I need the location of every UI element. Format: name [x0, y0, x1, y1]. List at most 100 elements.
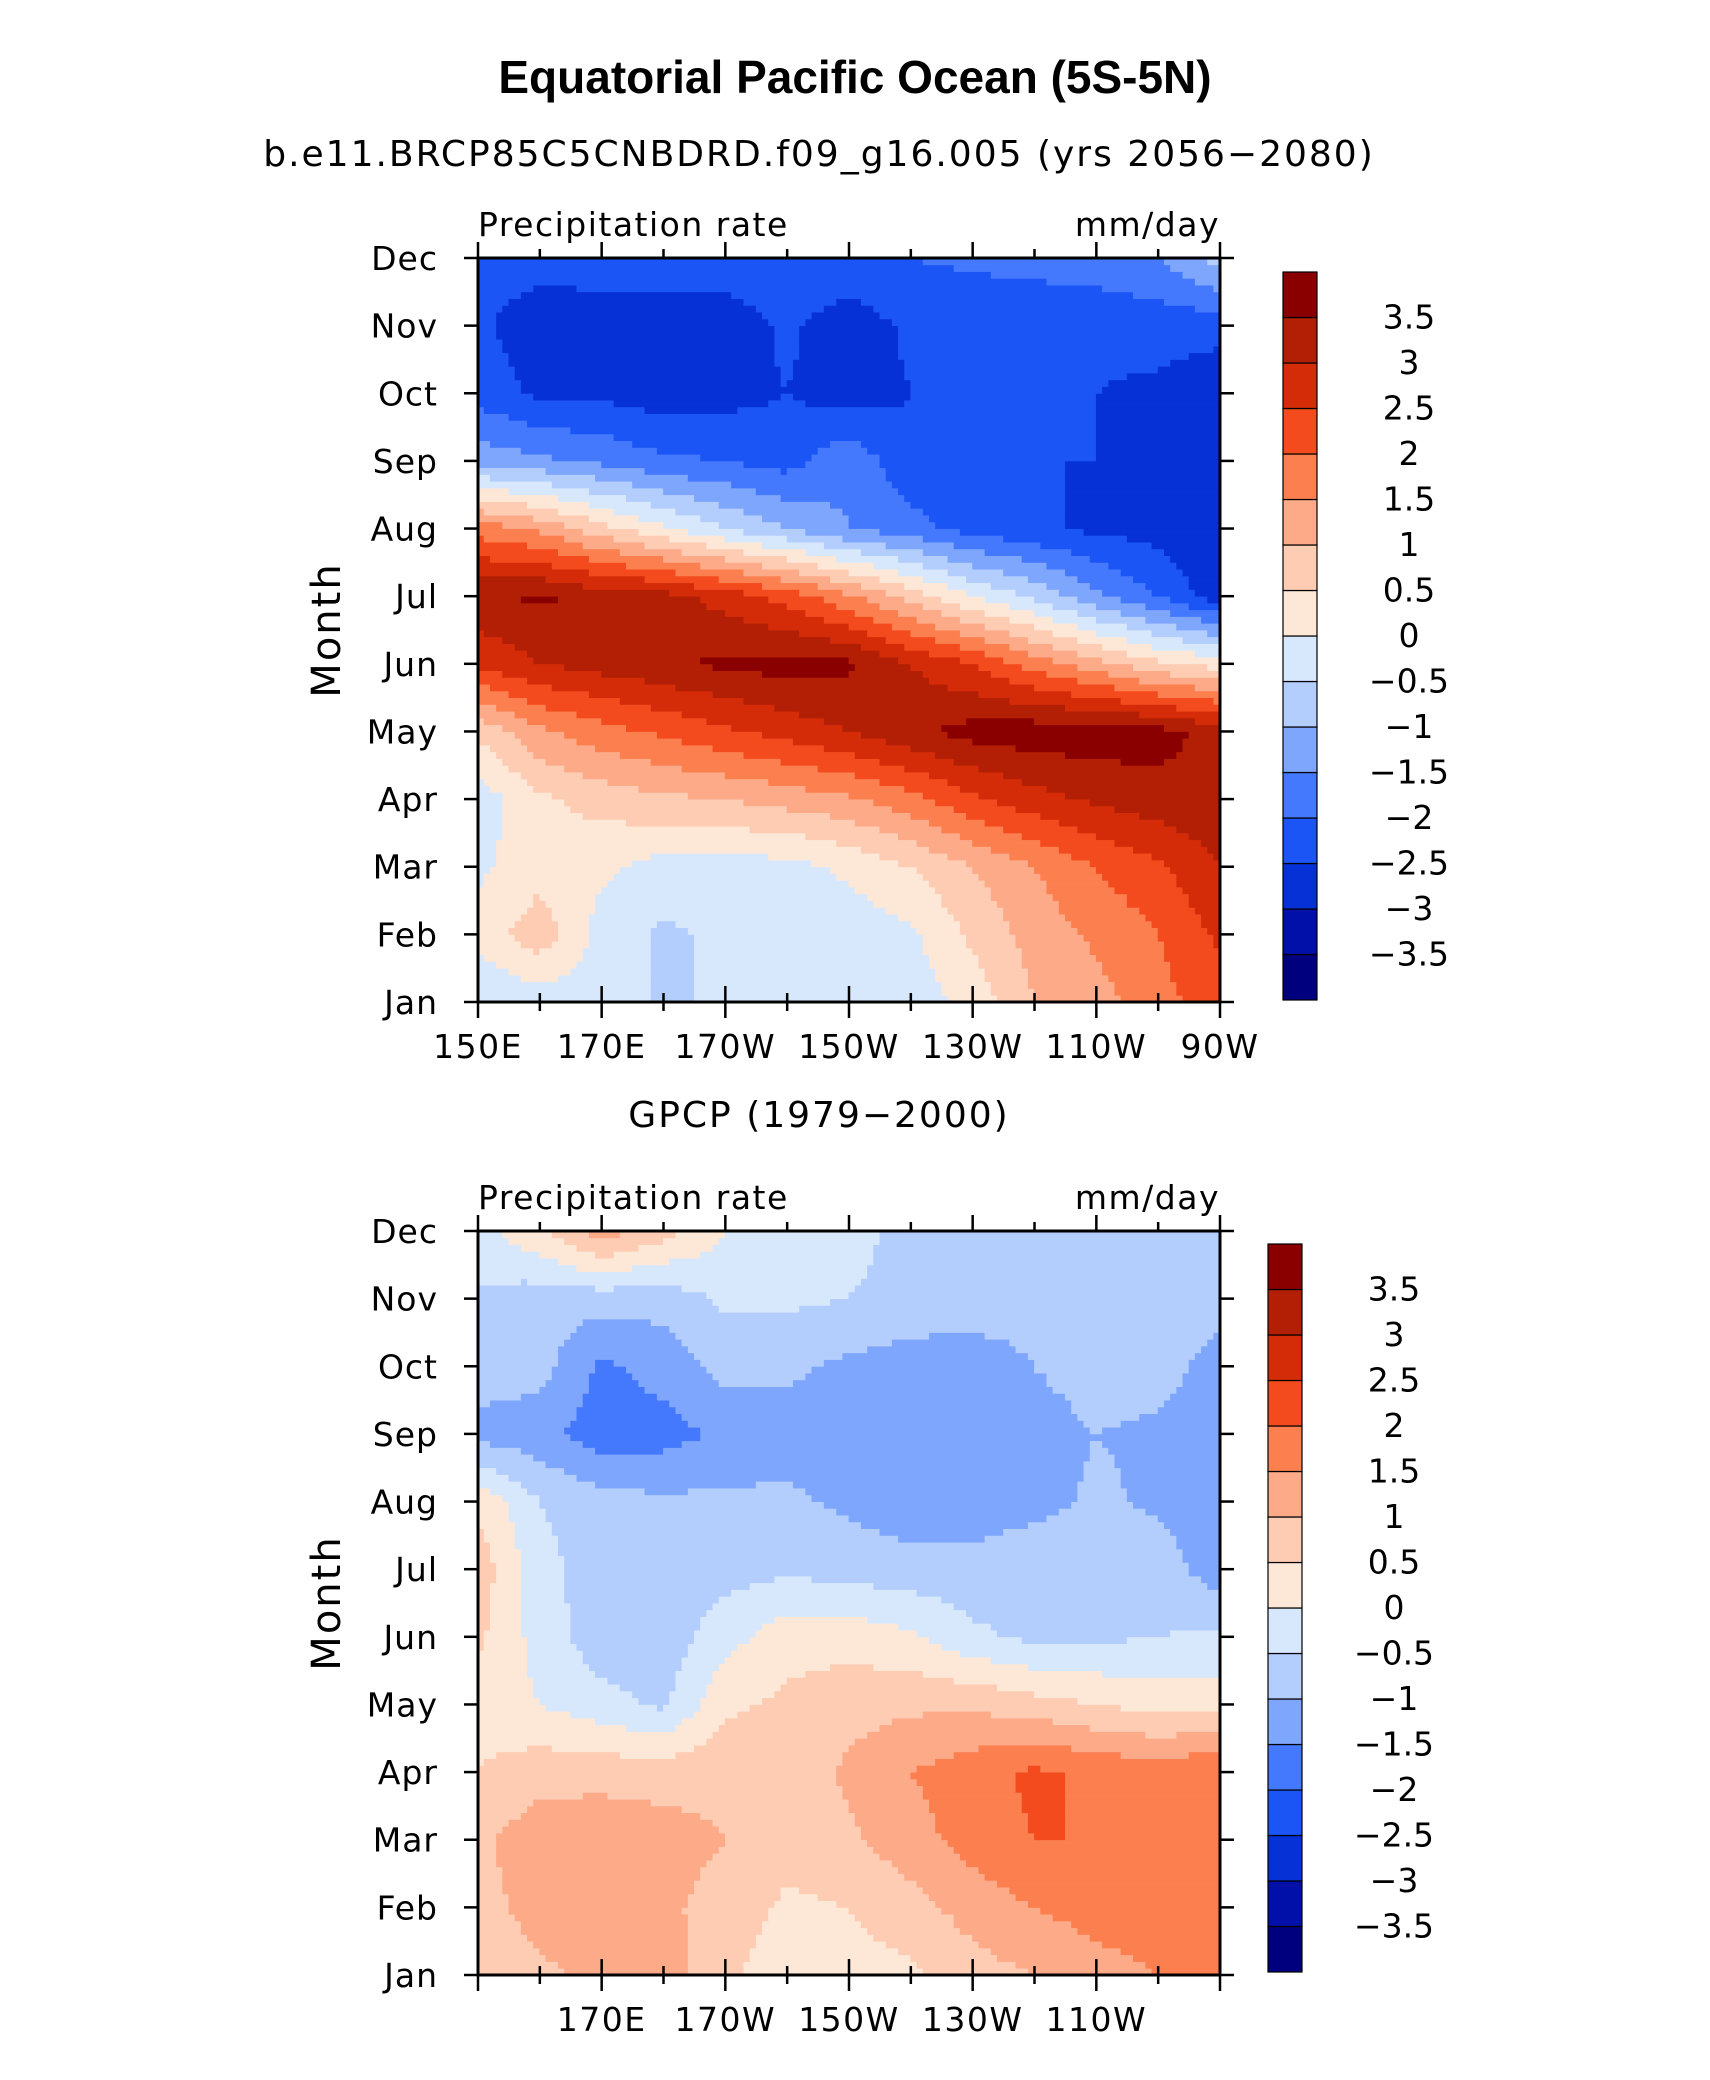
heatmap-cell — [1139, 676, 1220, 685]
heatmap-cell — [823, 717, 967, 726]
heatmap-cell — [706, 541, 763, 550]
heatmap-cell — [731, 1589, 918, 1597]
heatmap-cell — [1034, 622, 1079, 631]
heatmap-cell — [582, 947, 652, 956]
heatmap-cell — [830, 812, 912, 820]
heatmap-cell — [478, 629, 485, 638]
heatmap-cell — [650, 988, 695, 996]
heatmap-cell — [478, 1704, 547, 1712]
heatmap-cell — [478, 988, 652, 996]
heatmap-cell — [922, 1886, 1011, 1895]
heatmap-cell — [687, 1487, 807, 1496]
heatmap-cell — [478, 961, 497, 969]
heatmap-cell — [700, 1359, 825, 1367]
heatmap-cell — [1176, 1386, 1220, 1394]
heatmap-cell — [922, 947, 974, 956]
heatmap-cell — [1188, 602, 1220, 611]
heatmap-cell — [898, 1947, 992, 1956]
heatmap-cell — [836, 1771, 912, 1780]
heatmap-cell — [1120, 758, 1165, 766]
heatmap-cell — [867, 1927, 961, 1935]
colorbar-label: 1 — [1399, 525, 1420, 564]
heatmap-cell — [478, 1244, 522, 1252]
heatmap-cell — [1108, 670, 1171, 678]
heatmap-cell — [650, 967, 695, 976]
heatmap-cell — [743, 616, 825, 624]
heatmap-cell — [687, 927, 918, 935]
heatmap-cell — [935, 751, 1066, 759]
heatmap-cell — [953, 1677, 1220, 1685]
heatmap-cell — [755, 1940, 887, 1949]
y-tick-label: Oct — [378, 374, 438, 413]
heatmap-cell — [774, 1575, 813, 1584]
x-tick-label: 150W — [798, 2000, 900, 2039]
heatmap-cell — [780, 1886, 800, 1895]
heatmap-cell — [582, 771, 726, 780]
heatmap-cell — [749, 1636, 930, 1644]
heatmap-cell — [836, 555, 899, 563]
heatmap-cell — [842, 1751, 955, 1759]
heatmap-cell — [873, 1244, 1220, 1252]
heatmap-cell — [848, 1514, 1048, 1523]
heatmap-cell — [786, 555, 838, 563]
heatmap-cell — [1089, 947, 1165, 956]
heatmap-cell — [489, 1609, 522, 1617]
heatmap-cell — [1034, 1690, 1220, 1699]
heatmap-cell — [502, 1879, 695, 1888]
heatmap-cell — [502, 345, 776, 354]
heatmap-cell — [854, 1737, 1220, 1746]
heatmap-cell — [1151, 920, 1202, 928]
heatmap-cell — [478, 1440, 491, 1448]
heatmap-cell — [1065, 1778, 1220, 1787]
heatmap-cell — [780, 1893, 819, 1901]
heatmap-cell — [478, 1724, 627, 1732]
heatmap-cell — [990, 988, 1035, 996]
heatmap-cell — [1021, 778, 1220, 786]
colorbar-box — [1282, 726, 1318, 774]
heatmap-cell — [687, 1927, 763, 1935]
heatmap-cell — [848, 1805, 930, 1814]
heatmap-cell — [848, 568, 899, 577]
heatmap-cell — [916, 1589, 1220, 1597]
heatmap-cell — [1213, 697, 1220, 705]
heatmap-cell — [935, 1819, 1029, 1827]
heatmap-cell — [478, 1399, 491, 1408]
heatmap-cell — [520, 1927, 689, 1935]
heatmap-cell — [712, 1372, 807, 1381]
heatmap-cell — [916, 839, 974, 847]
heatmap-cell — [706, 717, 825, 726]
heatmap-cell — [644, 1386, 1054, 1394]
heatmap-cell — [904, 643, 961, 651]
heatmap-cell — [582, 954, 652, 962]
heatmap-cell — [1027, 636, 1079, 644]
heatmap-cell — [478, 568, 590, 577]
heatmap-cell — [904, 372, 1128, 381]
heatmap-cell — [533, 947, 541, 956]
colorbar-box — [1282, 316, 1318, 364]
heatmap-cell — [910, 379, 1110, 387]
heatmap-cell — [990, 582, 1048, 590]
heatmap-cell — [478, 1257, 559, 1266]
heatmap-cell — [551, 1365, 596, 1374]
heatmap-cell — [941, 724, 1165, 732]
heatmap-cell — [780, 467, 788, 475]
heatmap-cell — [873, 561, 924, 570]
heatmap-cell — [718, 1379, 794, 1387]
heatmap-cell — [539, 947, 584, 956]
heatmap-cell — [953, 913, 1004, 922]
heatmap-cell — [1120, 1467, 1220, 1475]
heatmap-cell — [1065, 1812, 1220, 1820]
heatmap-cell — [1046, 670, 1110, 678]
heatmap-cell — [650, 852, 770, 861]
heatmap-cell — [545, 1514, 850, 1523]
heatmap-cell — [694, 1710, 739, 1719]
heatmap-cell — [1163, 258, 1209, 266]
heatmap-cell — [570, 1609, 708, 1617]
heatmap-cell — [687, 1961, 745, 1969]
heatmap-cell — [1170, 1392, 1220, 1401]
heatmap-cell — [545, 1507, 838, 1516]
heatmap-cell — [1176, 704, 1220, 712]
heatmap-cell — [632, 1690, 671, 1699]
heatmap-cell — [873, 304, 1196, 313]
heatmap-cell — [520, 1589, 565, 1597]
